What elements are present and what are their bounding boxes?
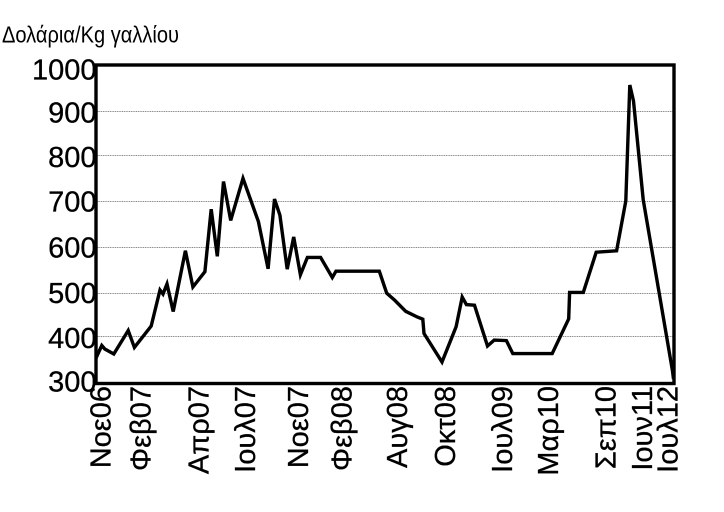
svg-text:500: 500 (48, 278, 96, 310)
svg-text:Οκτ08: Οκτ08 (430, 386, 462, 467)
svg-text:900: 900 (48, 97, 96, 129)
svg-text:Ιουν11: Ιουν11 (627, 386, 659, 471)
svg-text:1000: 1000 (32, 55, 97, 87)
svg-text:600: 600 (48, 232, 96, 264)
svg-text:Ιουλ09: Ιουλ09 (487, 386, 519, 473)
svg-text:700: 700 (48, 187, 96, 219)
svg-text:300: 300 (48, 367, 96, 399)
svg-text:Ιουλ07: Ιουλ07 (230, 386, 262, 473)
svg-text:Φεβ07: Φεβ07 (125, 386, 157, 471)
svg-text:Αυγ08: Αυγ08 (382, 386, 414, 468)
svg-text:Φεβ08: Φεβ08 (326, 386, 358, 471)
svg-text:Δολάρια/Kg γαλλίου: Δολάρια/Kg γαλλίου (2, 22, 179, 48)
svg-text:Σεπ10: Σεπ10 (590, 386, 622, 469)
svg-text:Νοε06: Νοε06 (85, 386, 117, 468)
svg-text:400: 400 (48, 323, 96, 355)
svg-text:800: 800 (48, 142, 96, 174)
svg-text:Νοε07: Νοε07 (283, 386, 315, 468)
svg-text:Απρ07: Απρ07 (183, 386, 215, 474)
svg-text:Ιουλ12: Ιουλ12 (652, 386, 684, 473)
svg-text:Μαρ10: Μαρ10 (533, 386, 565, 476)
